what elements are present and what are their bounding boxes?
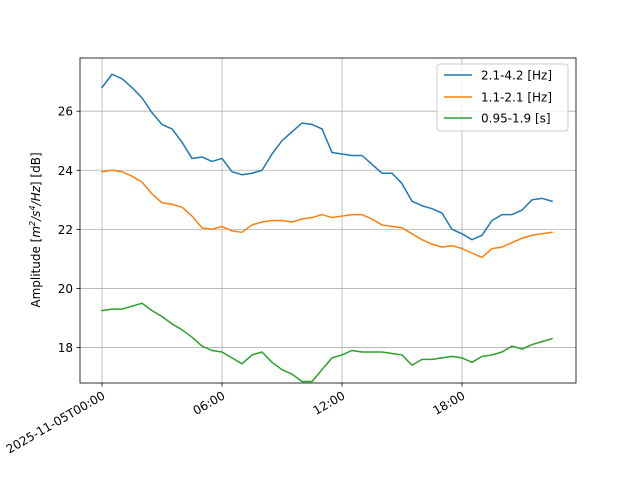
- y-tick-label: 22: [58, 223, 73, 237]
- ylabel-suffix: ] [dB]: [29, 152, 43, 186]
- ylabel-s-sup: 4: [28, 205, 37, 210]
- y-tick-label: 18: [58, 341, 73, 355]
- y-tick-label: 24: [58, 164, 73, 178]
- ylabel-m-sup: 2: [28, 221, 37, 226]
- y-tick-label: 26: [58, 105, 73, 119]
- ylabel-slash1: /: [29, 215, 43, 222]
- ylabel-s: s: [29, 211, 43, 217]
- legend: 2.1-4.2 [Hz] 1.1-2.1 [Hz] 0.95-1.9 [s]: [436, 63, 569, 132]
- ylabel-prefix: Amplitude [: [29, 238, 43, 308]
- series-line-2: [101, 302, 553, 383]
- ylabel-m: m: [29, 226, 43, 238]
- legend-frame: [436, 63, 569, 132]
- series-layer: [100, 73, 553, 383]
- legend-label-1: 1.1-2.1 [Hz]: [481, 91, 552, 105]
- y-axis-title: Amplitude [m2/s4/Hz] [dB]: [28, 152, 43, 307]
- series-line-0: [100, 73, 553, 241]
- legend-label-2: 0.95-1.9 [s]: [481, 112, 551, 126]
- plot-frame: [79, 57, 577, 384]
- y-tick-label: 20: [58, 282, 73, 296]
- series-line-1: [101, 169, 553, 259]
- ylabel-hz: Hz: [29, 185, 43, 201]
- ylabel-slash2: /: [29, 199, 43, 206]
- legend-label-0: 2.1-4.2 [Hz]: [481, 69, 552, 83]
